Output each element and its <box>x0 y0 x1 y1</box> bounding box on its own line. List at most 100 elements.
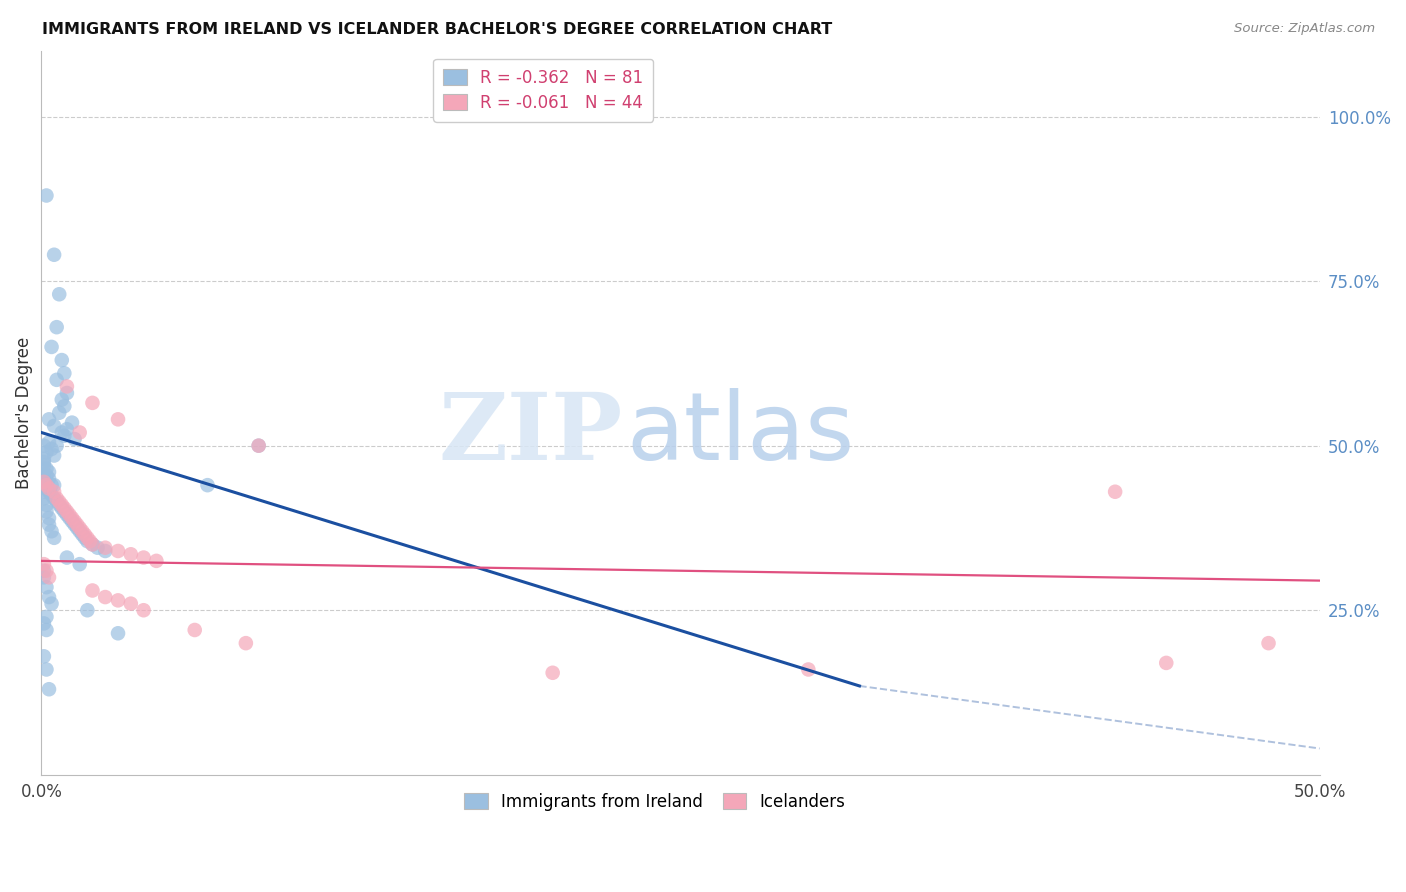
Point <box>56 550 79 565</box>
Point <box>32 484 55 499</box>
Point <box>35 188 58 202</box>
Point <box>32 439 55 453</box>
Point <box>48 498 70 512</box>
Point <box>1154 656 1177 670</box>
Point <box>38 412 60 426</box>
Point <box>32 491 55 506</box>
Point <box>69 521 91 535</box>
Point <box>56 379 79 393</box>
Point <box>35 478 58 492</box>
Point <box>53 366 76 380</box>
Point <box>107 544 129 558</box>
Point <box>41 524 63 539</box>
Point <box>32 468 55 483</box>
Point <box>38 484 60 499</box>
Point <box>66 517 89 532</box>
Point <box>32 564 55 578</box>
Point <box>53 429 76 443</box>
Point <box>53 399 76 413</box>
Point <box>247 439 270 453</box>
Point <box>42 484 65 499</box>
Point <box>132 550 155 565</box>
Point <box>70 527 93 541</box>
Point <box>42 418 65 433</box>
Point <box>45 491 67 506</box>
Point <box>45 320 67 334</box>
Point <box>60 416 83 430</box>
Point <box>41 340 63 354</box>
Point <box>107 626 129 640</box>
Point <box>35 468 58 483</box>
Point <box>56 508 79 522</box>
Point <box>35 504 58 518</box>
Point <box>48 406 70 420</box>
Point <box>38 472 60 486</box>
Point <box>60 511 83 525</box>
Point <box>82 537 104 551</box>
Point <box>35 610 58 624</box>
Point <box>41 442 63 456</box>
Point <box>42 531 65 545</box>
Point <box>38 590 60 604</box>
Point <box>42 248 65 262</box>
Point <box>38 465 60 479</box>
Point <box>132 603 155 617</box>
Point <box>48 494 70 508</box>
Point <box>35 482 58 496</box>
Point <box>56 504 79 518</box>
Point <box>184 623 207 637</box>
Point <box>42 478 65 492</box>
Point <box>58 508 80 522</box>
Point <box>235 636 257 650</box>
Point <box>45 439 67 453</box>
Point <box>41 488 63 502</box>
Point <box>70 524 93 539</box>
Y-axis label: Bachelor's Degree: Bachelor's Degree <box>15 336 32 489</box>
Point <box>32 557 55 571</box>
Point <box>51 392 73 407</box>
Point <box>66 521 89 535</box>
Point <box>86 541 108 555</box>
Point <box>41 597 63 611</box>
Point <box>69 425 91 440</box>
Legend: Immigrants from Ireland, Icelanders: Immigrants from Ireland, Icelanders <box>458 786 852 817</box>
Point <box>32 472 55 486</box>
Point <box>797 663 820 677</box>
Point <box>38 435 60 450</box>
Point <box>32 475 55 489</box>
Point <box>32 649 55 664</box>
Point <box>35 580 58 594</box>
Point <box>107 593 129 607</box>
Text: atlas: atlas <box>627 389 855 481</box>
Point <box>42 449 65 463</box>
Point <box>38 482 60 496</box>
Point <box>38 511 60 525</box>
Point <box>69 524 91 539</box>
Point <box>76 603 98 617</box>
Point <box>35 623 58 637</box>
Point <box>56 422 79 436</box>
Point <box>63 514 86 528</box>
Point <box>94 544 117 558</box>
Point <box>32 616 55 631</box>
Point <box>51 353 73 368</box>
Point <box>60 514 83 528</box>
Text: IMMIGRANTS FROM IRELAND VS ICELANDER BACHELOR'S DEGREE CORRELATION CHART: IMMIGRANTS FROM IRELAND VS ICELANDER BAC… <box>42 22 832 37</box>
Point <box>1257 636 1279 650</box>
Point <box>42 491 65 506</box>
Point <box>120 597 142 611</box>
Point <box>82 396 104 410</box>
Point <box>79 534 101 549</box>
Point <box>94 590 117 604</box>
Point <box>76 534 98 549</box>
Point <box>53 504 76 518</box>
Point <box>45 494 67 508</box>
Point <box>69 557 91 571</box>
Point <box>82 537 104 551</box>
Point <box>35 663 58 677</box>
Point <box>63 517 86 532</box>
Point <box>35 445 58 459</box>
Point <box>58 511 80 525</box>
Point <box>32 570 55 584</box>
Point <box>35 461 58 475</box>
